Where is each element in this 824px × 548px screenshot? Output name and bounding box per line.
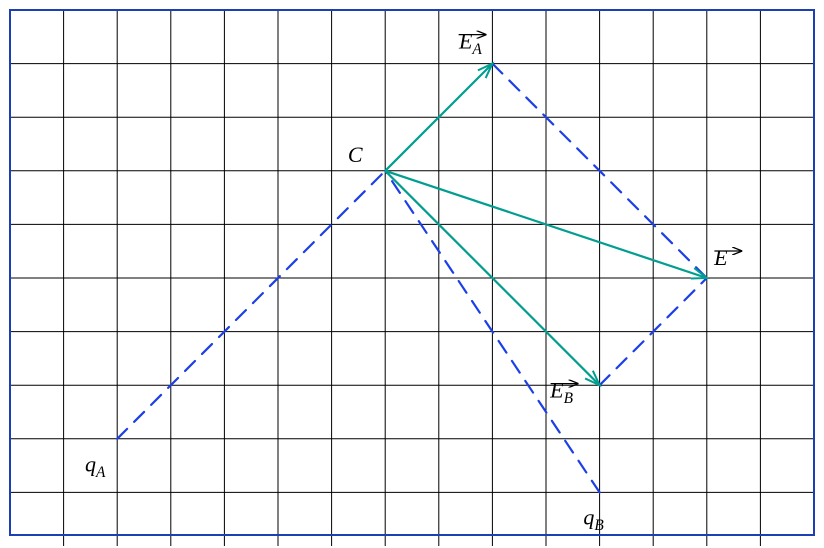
qB_label: qB [583, 507, 603, 534]
E_label: E [714, 247, 727, 269]
diagram-stage: qA qB C EA EB E [0, 0, 824, 548]
EB_label: EB [550, 380, 573, 407]
C_label: C [348, 144, 363, 166]
qA_label: qA [85, 453, 105, 480]
vector-layer [0, 0, 824, 548]
EA_label: EA [459, 30, 482, 57]
